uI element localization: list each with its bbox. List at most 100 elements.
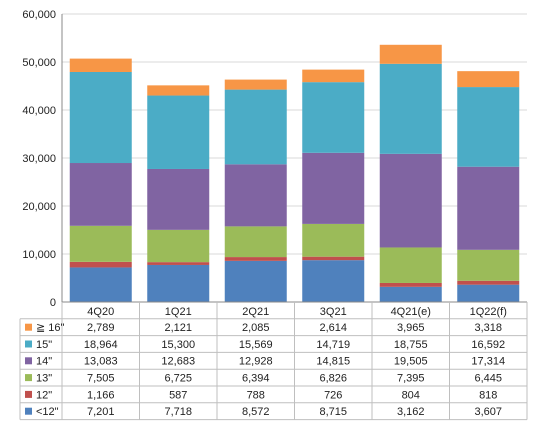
legend-label: 15" (36, 339, 52, 351)
bar-segment (302, 69, 365, 83)
bar-segment (224, 257, 287, 261)
table-cell-value: 1,166 (87, 389, 115, 401)
bar-segment (302, 152, 365, 224)
table-cell-value: 16,592 (471, 339, 505, 351)
table-cell-value: 17,314 (471, 356, 505, 368)
bar-segment (69, 261, 132, 268)
bar-segment (457, 71, 520, 88)
x-tick-label: 4Q21(e) (391, 306, 431, 318)
table-cell-value: 2,614 (319, 322, 347, 334)
gridlines (62, 13, 527, 255)
bars (69, 44, 520, 302)
bar-segment (302, 223, 365, 257)
table-cell-value: 14,719 (316, 339, 350, 351)
bar-segment (69, 267, 132, 302)
table-cell-value: 3,607 (474, 406, 502, 418)
table-cell-value: 18,755 (394, 339, 428, 351)
y-tick-label: 50,000 (22, 57, 56, 69)
table-cell-value: 587 (169, 389, 187, 401)
table-cell-value: 19,505 (394, 356, 428, 368)
table-cell-value: 2,789 (87, 322, 115, 334)
table-cell-value: 14,815 (316, 356, 350, 368)
bar-segment (302, 260, 365, 302)
table-cell-value: 788 (247, 389, 265, 401)
legend-label: ≧ 16" (36, 322, 65, 334)
table-cell-value: 8,572 (242, 406, 270, 418)
table-cell-value: 12,683 (161, 356, 195, 368)
x-tick-label: 2Q21 (242, 306, 269, 318)
table-cell-value: 3,965 (397, 322, 425, 334)
bar-segment (147, 168, 210, 230)
legend-label: 12" (36, 389, 52, 401)
bar-segment (379, 282, 442, 287)
table-cell-value: 13,083 (84, 356, 118, 368)
bar-segment (302, 256, 365, 261)
table-cell-value: 818 (479, 389, 497, 401)
y-tick-label: 30,000 (22, 153, 56, 165)
table-cell-value: 7,201 (87, 406, 115, 418)
bar-segment (379, 63, 442, 154)
table-cell-value: 7,505 (87, 373, 115, 385)
legend-label: 13" (36, 373, 52, 385)
bar-segment (224, 164, 287, 227)
y-tick-label: 60,000 (22, 9, 56, 21)
bar-segment (69, 163, 132, 226)
table-cell-value: 3,318 (474, 322, 502, 334)
bar-segment (147, 95, 210, 169)
table-cell-value: 12,928 (239, 356, 273, 368)
table-cell-value: 6,394 (242, 373, 270, 385)
table-cell-value: 7,395 (397, 373, 425, 385)
bar-segment (457, 249, 520, 281)
bar-segment (379, 286, 442, 302)
bar-segment (147, 264, 210, 302)
table-cell-value: 7,718 (164, 406, 192, 418)
data-table: 4Q20 1Q21 2Q21 3Q21 4Q21(e) 1Q22(f) ≧ 16" 2,789… (19, 302, 528, 421)
table-cell-value: 6,445 (474, 373, 502, 385)
bar-segment (457, 280, 520, 285)
table-cell-value: 15,300 (161, 339, 195, 351)
y-tick-label: 10,000 (22, 249, 56, 261)
legend-swatch (25, 340, 32, 348)
bar-segment (457, 166, 520, 250)
table-cell-value: 18,964 (84, 339, 118, 351)
table-cell-value: 6,826 (319, 373, 347, 385)
legend-swatch (25, 323, 32, 331)
table-cell-value: 15,569 (239, 339, 273, 351)
bar-segment (69, 71, 132, 164)
table-cell-value: 2,085 (242, 322, 270, 334)
bar-segment (457, 284, 520, 302)
bar-segment (147, 262, 210, 265)
bar-segment (224, 79, 287, 90)
y-axis-tick-labels: 0 10,000 20,000 30,000 40,000 50,000 60,000 (22, 9, 56, 309)
x-tick-label: 1Q21 (165, 306, 192, 318)
legend-swatch (25, 390, 32, 398)
bar-segment (147, 85, 210, 96)
x-tick-label: 3Q21 (320, 306, 347, 318)
table-cell-value: 3,162 (397, 406, 425, 418)
table-cell-value: 2,121 (164, 322, 192, 334)
x-tick-label: 1Q22(f) (470, 306, 507, 318)
legend-swatch (25, 407, 32, 415)
bar-segment (69, 225, 132, 262)
table-cell-value: 726 (324, 389, 342, 401)
bar-segment (457, 87, 520, 167)
table-cell-value: 6,725 (164, 373, 192, 385)
bar-segment (69, 58, 132, 72)
bar-segment (379, 247, 442, 283)
bar-segment (379, 153, 442, 248)
bar-segment (302, 82, 365, 153)
bar-segment (379, 44, 442, 64)
y-tick-label: 20,000 (22, 201, 56, 213)
legend-label: 14" (36, 356, 52, 368)
table-cell-value: 8,715 (319, 406, 347, 418)
legend-swatch (25, 374, 32, 382)
legend-swatch (25, 357, 32, 365)
y-tick-label: 40,000 (22, 105, 56, 117)
x-tick-label: 4Q20 (87, 306, 114, 318)
table-cell-value: 804 (402, 389, 420, 401)
bar-segment (224, 260, 287, 302)
legend-label: <12" (36, 406, 59, 418)
bar-segment (224, 226, 287, 258)
bar-segment (224, 89, 287, 165)
